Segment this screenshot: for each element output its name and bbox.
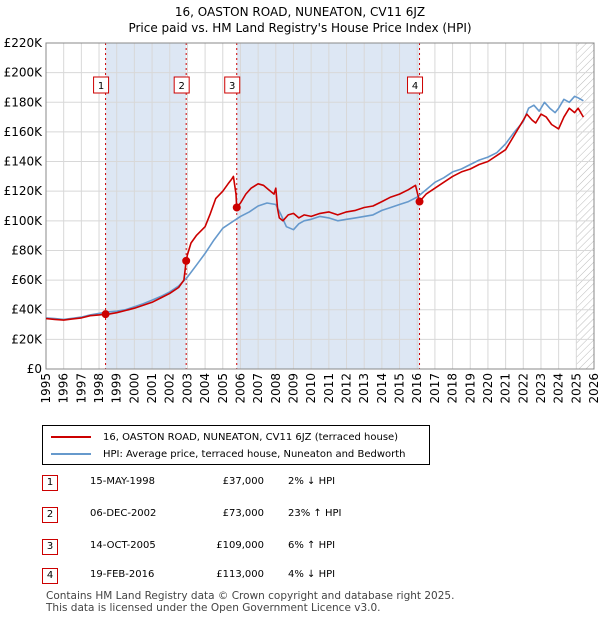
x-tick-label: 2014 [375,373,389,404]
y-tick-label: £220K [4,36,44,50]
x-tick-label: 2001 [145,373,159,404]
footer-line-licence: This data is licensed under the Open Gov… [46,602,381,614]
x-tick-label: 1996 [57,373,71,404]
transaction-price: £113,000 [216,569,264,580]
transaction-label-number: 2 [178,81,184,92]
x-tick-label: 2025 [569,373,583,404]
x-tick-label: 2023 [534,373,548,404]
transaction-hpi-diff: 23% ↑ HPI [288,508,342,519]
price-paid-line [46,107,585,321]
y-tick-label: £180K [4,95,44,109]
transaction-label-box [173,76,190,94]
y-tick-label: £60K [11,273,43,287]
chart-legend: 16, OASTON ROAD, NUNEATON, CV11 6JZ (ter… [42,425,430,465]
x-tick-label: 2003 [180,373,194,404]
y-tick-label: £0 [27,362,42,376]
x-tick-label: 2013 [357,373,371,404]
y-tick-label: £140K [4,155,44,169]
transaction-price: £109,000 [216,540,264,551]
y-tick-label: £20K [11,332,43,346]
transaction-number: 4 [42,568,58,584]
footer-line-copyright: Contains HM Land Registry data © Crown c… [46,590,455,602]
x-tick-label: 2026 [587,373,600,404]
y-tick-label: £100K [4,214,44,228]
x-tick-label: 1999 [110,373,124,404]
transaction-label-box [93,76,110,94]
x-tick-label: 2007 [251,373,265,404]
legend-entry-price: 16, OASTON ROAD, NUNEATON, CV11 6JZ (ter… [51,430,398,444]
plot-frame [45,42,595,370]
x-tick-label: 2000 [127,373,141,404]
chart-subtitle: Price paid vs. HM Land Registry's House … [128,21,472,35]
transaction-price: £37,000 [222,476,264,487]
x-tick-label: 2002 [163,373,177,404]
transaction-number: 2 [42,507,58,523]
transaction-point [101,310,110,319]
transaction-label-box [224,76,241,94]
x-tick-label: 2010 [304,373,318,404]
transaction-label-box [407,76,424,94]
x-tick-label: 2004 [198,373,212,404]
transaction-hpi-diff: 4% ↓ HPI [288,569,336,580]
transaction-date: 15-MAY-1998 [90,476,156,487]
x-tick-label: 2022 [516,373,530,404]
footer-attribution: Contains HM Land Registry data © Crown c… [46,590,454,614]
transaction-date: 06-DEC-2002 [90,508,157,519]
x-tick-label: 1998 [92,373,106,404]
chart-title: 16, OASTON ROAD, NUNEATON, CV11 6JZ [174,5,426,19]
x-tick-label: 2009 [286,373,300,404]
transaction-date: 19-FEB-2016 [90,569,155,580]
legend-label-hpi: HPI: Average price, terraced house, Nune… [103,448,406,460]
transaction-label-number: 3 [229,81,235,92]
transaction-point [182,256,191,265]
y-tick-label: £120K [4,184,44,198]
x-tick-label: 1997 [74,373,88,404]
x-tick-label: 2024 [552,373,566,404]
x-tick-label: 2008 [269,373,283,404]
legend-label-price: 16, OASTON ROAD, NUNEATON, CV11 6JZ (ter… [103,431,399,443]
x-tick-label: 2021 [499,373,513,404]
transaction-number: 3 [42,539,58,555]
x-tick-label: 2017 [428,373,442,404]
ownership-band [236,43,420,369]
y-tick-label: £200K [4,66,44,80]
transaction-number: 1 [42,475,58,491]
transaction-point [232,203,241,212]
legend-swatch-hpi [51,453,91,455]
x-tick-label: 2015 [393,373,407,404]
price-chart: 1 2 3 4 £0 £20K £40K £60K £80K £100K £120K £140K £16… [4,36,600,404]
legend-swatch-price [51,436,91,438]
transaction-date: 14-OCT-2005 [90,540,156,551]
x-tick-label: 2019 [463,373,477,404]
transaction-price: £73,000 [222,508,264,519]
x-tick-label: 2012 [340,373,354,404]
x-tick-label: 2005 [216,373,230,404]
legend-entry-hpi: HPI: Average price, terraced house, Nune… [51,447,406,461]
y-tick-label: £40K [11,303,43,317]
hpi-line [46,95,584,321]
transaction-label-number: 1 [98,81,104,92]
ownership-band [105,43,187,369]
y-tick-label: £80K [11,243,43,257]
x-tick-label: 2016 [410,373,424,404]
transaction-label-number: 4 [412,81,418,92]
transaction-hpi-diff: 6% ↑ HPI [288,540,336,551]
forecast-hatch [576,43,594,369]
x-tick-label: 2006 [233,373,247,404]
y-tick-label: £160K [4,125,44,139]
transaction-hpi-diff: 2% ↓ HPI [288,476,336,487]
x-tick-label: 2020 [481,373,495,404]
transaction-point [415,197,424,206]
x-tick-label: 2018 [446,373,460,404]
x-tick-label: 2011 [322,373,336,404]
x-tick-label: 1995 [39,373,53,404]
